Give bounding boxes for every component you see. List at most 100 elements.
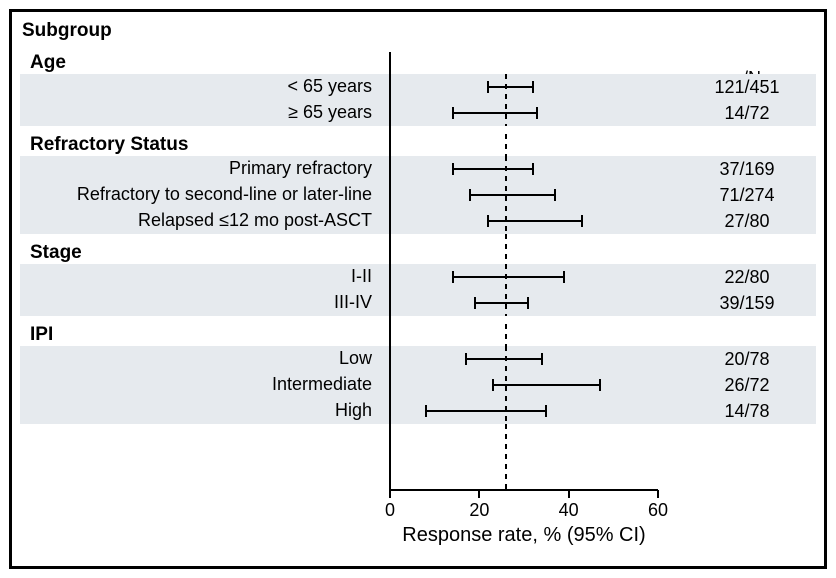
- reference-dash: [505, 134, 507, 139]
- ci-cap: [452, 107, 454, 119]
- ci-cap: [452, 271, 454, 283]
- group-label: Age: [30, 52, 66, 74]
- nn-value: 39/159: [697, 293, 797, 314]
- ci-cap: [492, 379, 494, 391]
- reference-dash: [505, 244, 507, 249]
- x-tick-label: 40: [549, 500, 589, 521]
- nn-value: 37/169: [697, 159, 797, 180]
- reference-dash: [505, 396, 507, 401]
- reference-dash: [505, 406, 507, 411]
- reference-dash: [505, 366, 507, 371]
- row-label: Low: [12, 348, 372, 369]
- ci-cap: [532, 81, 534, 93]
- nn-value: 121/451: [697, 77, 797, 98]
- row-label: I-II: [12, 266, 372, 287]
- row-label: III-IV: [12, 292, 372, 313]
- nn-value: 14/78: [697, 401, 797, 422]
- reference-dash: [505, 434, 507, 439]
- x-tick-label: 20: [459, 500, 499, 521]
- row-label: Intermediate: [12, 374, 372, 395]
- ci-cap: [541, 353, 543, 365]
- ci-cap: [425, 405, 427, 417]
- ci-cap: [545, 405, 547, 417]
- reference-dash: [505, 124, 507, 126]
- x-tick-label: 60: [638, 500, 678, 521]
- reference-dash: [505, 186, 507, 191]
- ci-cap: [474, 297, 476, 309]
- ci-cap: [487, 81, 489, 93]
- reference-dash: [505, 226, 507, 231]
- nn-value: 20/78: [697, 349, 797, 370]
- reference-dash: [505, 464, 507, 469]
- ci-cap: [599, 379, 601, 391]
- reference-dash: [505, 376, 507, 381]
- plot-title: Subgroup: [22, 20, 112, 42]
- ci-line: [470, 194, 555, 196]
- group-label: Stage: [30, 242, 82, 264]
- y-axis: [389, 52, 391, 490]
- ci-cap: [527, 297, 529, 309]
- reference-dash: [505, 154, 507, 159]
- ci-line: [488, 220, 582, 222]
- ci-cap: [487, 215, 489, 227]
- ci-cap: [465, 353, 467, 365]
- reference-dash: [505, 84, 507, 89]
- reference-dash: [505, 104, 507, 109]
- reference-dash: [505, 284, 507, 289]
- reference-dash: [505, 234, 507, 239]
- x-axis-label: Response rate, % (95% CI): [390, 524, 658, 547]
- reference-dash: [505, 196, 507, 201]
- reference-dash: [505, 176, 507, 181]
- reference-dash: [505, 144, 507, 149]
- reference-dash: [505, 416, 507, 421]
- nn-value: 22/80: [697, 267, 797, 288]
- reference-dash: [505, 314, 507, 316]
- ci-line: [466, 358, 542, 360]
- ci-cap: [452, 163, 454, 175]
- reference-dash: [505, 386, 507, 391]
- ci-cap: [469, 189, 471, 201]
- nn-value: 27/80: [697, 211, 797, 232]
- nn-value: 71/274: [697, 185, 797, 206]
- ci-line: [475, 302, 529, 304]
- x-axis: [390, 489, 658, 491]
- ci-cap: [554, 189, 556, 201]
- ci-line: [426, 410, 547, 412]
- x-tick: [478, 490, 480, 498]
- reference-dash: [505, 74, 507, 79]
- ci-cap: [536, 107, 538, 119]
- reference-dash: [505, 324, 507, 329]
- x-tick: [568, 490, 570, 498]
- ci-line: [453, 112, 538, 114]
- chart-frame: Subgroupn/NAge< 65 years121/451≥ 65 year…: [9, 9, 827, 569]
- ci-line: [488, 86, 533, 88]
- reference-dash: [505, 216, 507, 221]
- reference-dash: [505, 254, 507, 259]
- group-label: Refractory Status: [30, 134, 188, 156]
- reference-dash: [505, 114, 507, 119]
- row-label: High: [12, 400, 372, 421]
- reference-dash: [505, 274, 507, 279]
- reference-dash: [505, 304, 507, 309]
- reference-dash: [505, 454, 507, 459]
- x-tick-label: 0: [370, 500, 410, 521]
- reference-dash: [505, 206, 507, 211]
- ci-line: [453, 276, 565, 278]
- row-label: Relapsed ≤12 mo post-ASCT: [12, 210, 372, 231]
- reference-dash: [505, 356, 507, 361]
- nn-value: 14/72: [697, 103, 797, 124]
- ci-cap: [581, 215, 583, 227]
- reference-dash: [505, 334, 507, 339]
- outer-frame: Subgroupn/NAge< 65 years121/451≥ 65 year…: [0, 0, 836, 578]
- reference-dash: [505, 166, 507, 171]
- ci-cap: [532, 163, 534, 175]
- reference-dash: [505, 474, 507, 479]
- ci-line: [453, 168, 533, 170]
- reference-dash: [505, 444, 507, 449]
- group-label: IPI: [30, 324, 53, 346]
- row-label: Refractory to second-line or later-line: [12, 184, 372, 205]
- row-label: ≥ 65 years: [12, 102, 372, 123]
- x-tick: [657, 490, 659, 498]
- ci-cap: [563, 271, 565, 283]
- reference-dash: [505, 264, 507, 269]
